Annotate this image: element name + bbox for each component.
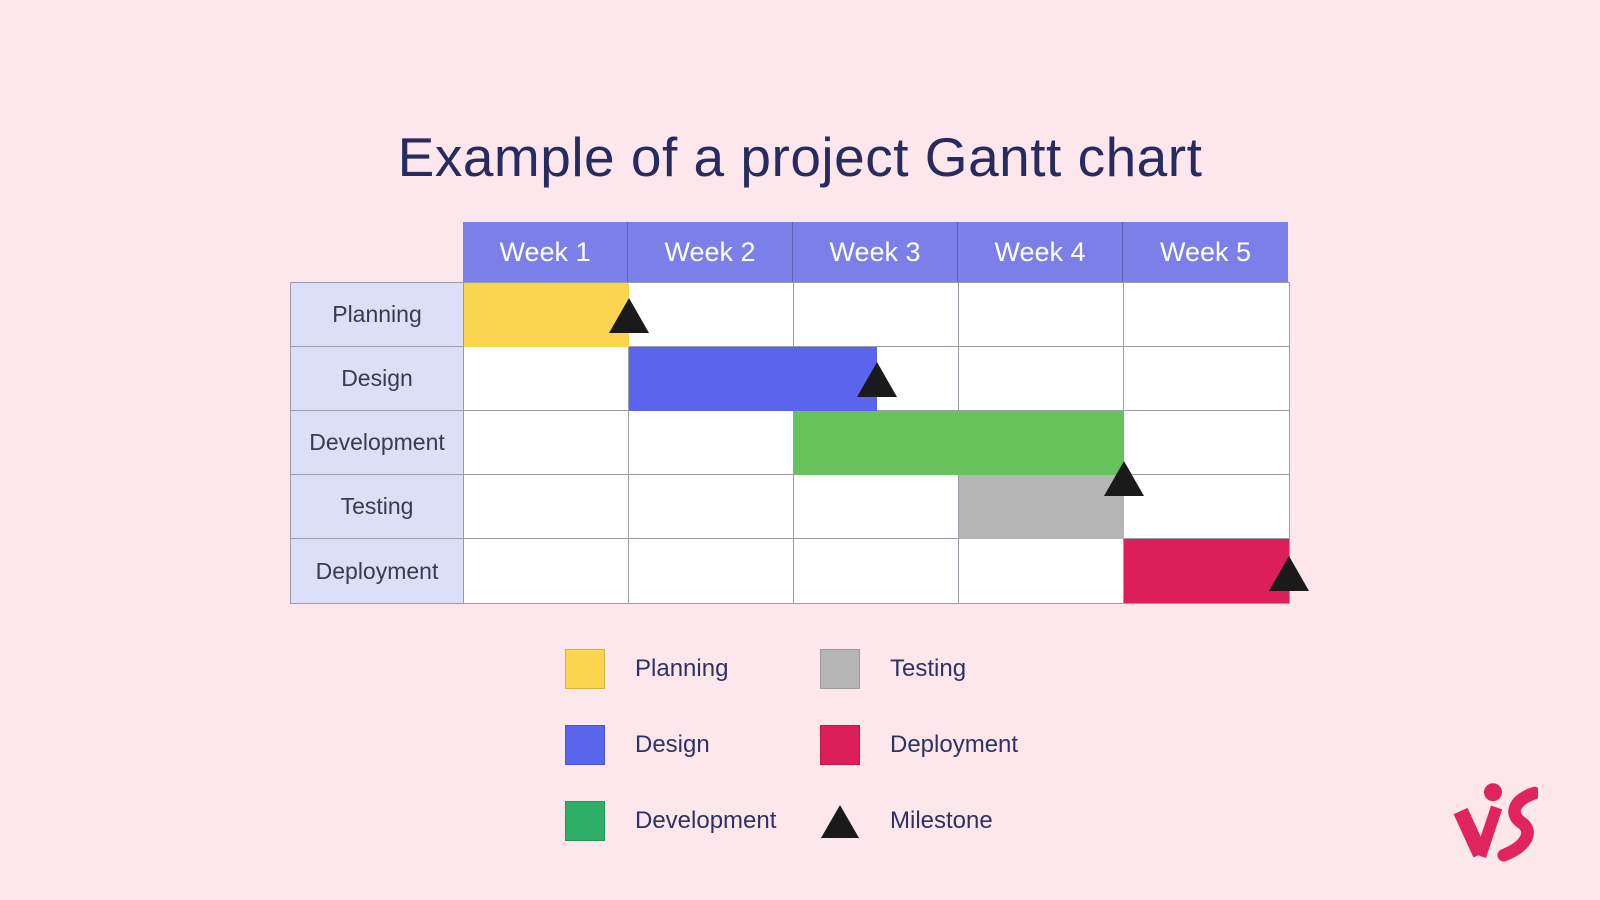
legend-item-planning: Planning bbox=[565, 648, 820, 690]
grid-cell bbox=[464, 475, 629, 539]
grid-cell bbox=[1124, 475, 1289, 539]
grid-cell bbox=[959, 283, 1124, 347]
row-label-deployment: Deployment bbox=[291, 539, 464, 603]
grid-cell bbox=[629, 475, 794, 539]
grid-cell bbox=[629, 283, 794, 347]
legend-label: Testing bbox=[890, 655, 967, 682]
legend-item-development: Development bbox=[565, 800, 820, 842]
grid-cell bbox=[464, 539, 629, 603]
grid-cell bbox=[464, 283, 629, 347]
legend-item-deployment: Deployment bbox=[820, 724, 1140, 766]
page-title: Example of a project Gantt chart bbox=[397, 125, 1203, 188]
grid-cell bbox=[464, 347, 629, 411]
legend: Planning Testing Design Deployment Devel… bbox=[565, 648, 1140, 842]
legend-label: Design bbox=[635, 731, 710, 758]
legend-item-milestone: Milestone bbox=[820, 800, 1140, 842]
grid-cell bbox=[1124, 539, 1289, 603]
brand-logo-icon bbox=[1448, 780, 1541, 862]
week-header-cell: Week 5 bbox=[1123, 222, 1288, 282]
week-header-cell: Week 2 bbox=[628, 222, 793, 282]
legend-label: Deployment bbox=[890, 731, 1019, 758]
row-label-planning: Planning bbox=[291, 283, 464, 347]
grid-cell bbox=[464, 411, 629, 475]
legend-label: Planning bbox=[635, 655, 729, 682]
grid-cell bbox=[629, 347, 794, 411]
grid-cell bbox=[959, 347, 1124, 411]
gantt-grid: Planning Design Development Testing bbox=[290, 282, 1290, 604]
grid-cell bbox=[629, 539, 794, 603]
legend-swatch-design bbox=[565, 725, 605, 765]
grid-cell bbox=[1124, 347, 1289, 411]
row-label-development: Development bbox=[291, 411, 464, 475]
milestone-triangle-icon bbox=[821, 804, 859, 838]
legend-swatch-deployment bbox=[820, 725, 860, 765]
grid-cell bbox=[794, 411, 959, 475]
week-header-cell: Week 1 bbox=[463, 222, 628, 282]
row-label-design: Design bbox=[291, 347, 464, 411]
grid-cell bbox=[794, 283, 959, 347]
grid-cell bbox=[959, 475, 1124, 539]
gantt-week-header-row: Week 1 Week 2 Week 3 Week 4 Week 5 bbox=[463, 222, 1288, 282]
legend-item-testing: Testing bbox=[820, 648, 1140, 690]
legend-label: Milestone bbox=[890, 807, 993, 834]
legend-item-design: Design bbox=[565, 724, 820, 766]
grid-cell bbox=[794, 475, 959, 539]
grid-cell bbox=[794, 539, 959, 603]
grid-cell bbox=[794, 347, 959, 411]
legend-swatch-testing bbox=[820, 649, 860, 689]
legend-label: Development bbox=[635, 807, 777, 834]
grid-cell bbox=[959, 539, 1124, 603]
grid-cell bbox=[629, 411, 794, 475]
legend-swatch-development bbox=[565, 801, 605, 841]
week-header-cell: Week 4 bbox=[958, 222, 1123, 282]
grid-cell bbox=[1124, 411, 1289, 475]
grid-cell bbox=[959, 411, 1124, 475]
legend-swatch-planning bbox=[565, 649, 605, 689]
row-label-testing: Testing bbox=[291, 475, 464, 539]
grid-cell bbox=[1124, 283, 1289, 347]
week-header-cell: Week 3 bbox=[793, 222, 958, 282]
